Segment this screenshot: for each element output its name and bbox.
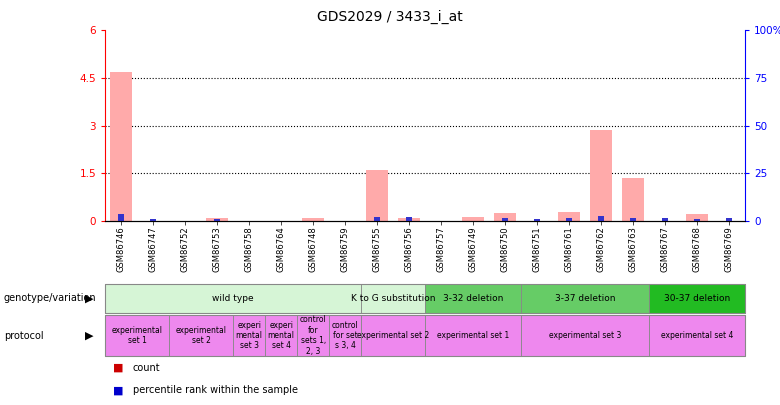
Text: control
for set
s 3, 4: control for set s 3, 4 [332, 321, 359, 350]
Text: experimental set 2: experimental set 2 [357, 331, 429, 340]
Text: ▶: ▶ [86, 330, 94, 341]
Bar [398, 218, 420, 221]
Bar [590, 130, 612, 221]
Text: GDS2029 / 3433_i_at: GDS2029 / 3433_i_at [317, 10, 463, 24]
Bar [110, 72, 133, 221]
Bar [502, 218, 508, 221]
Bar [622, 178, 644, 221]
Text: K to G substitution: K to G substitution [351, 294, 435, 303]
Text: experimental set 1: experimental set 1 [437, 331, 509, 340]
Bar [462, 217, 484, 221]
Text: experimental set 3: experimental set 3 [549, 331, 621, 340]
Bar [726, 218, 732, 221]
Bar [534, 219, 540, 221]
Text: control
for
sets 1,
2, 3: control for sets 1, 2, 3 [300, 315, 327, 356]
Bar [662, 218, 668, 221]
Text: experi
mental
set 4: experi mental set 4 [268, 321, 295, 350]
Text: count: count [133, 363, 160, 373]
Bar [558, 212, 580, 221]
Text: experi
mental
set 3: experi mental set 3 [236, 321, 263, 350]
Bar [302, 217, 324, 221]
Bar [151, 219, 156, 221]
Bar [374, 217, 380, 221]
Text: ▶: ▶ [86, 294, 94, 303]
Bar [686, 214, 708, 221]
Bar [119, 214, 124, 221]
Text: percentile rank within the sample: percentile rank within the sample [133, 385, 298, 395]
Bar [494, 213, 516, 221]
Text: 3-37 deletion: 3-37 deletion [555, 294, 615, 303]
Text: experimental set 4: experimental set 4 [661, 331, 733, 340]
Text: genotype/variation: genotype/variation [4, 294, 97, 303]
Text: ■: ■ [113, 363, 123, 373]
Text: 3-32 deletion: 3-32 deletion [443, 294, 503, 303]
Text: experimental
set 1: experimental set 1 [112, 326, 163, 345]
Text: wild type: wild type [212, 294, 254, 303]
Bar [598, 216, 604, 221]
Text: experimental
set 2: experimental set 2 [176, 326, 227, 345]
Bar [694, 220, 700, 221]
Bar [566, 218, 572, 221]
Bar [366, 170, 388, 221]
Bar [630, 218, 636, 221]
Text: 30-37 deletion: 30-37 deletion [664, 294, 730, 303]
Bar [206, 218, 229, 221]
Bar [406, 217, 412, 221]
Bar [215, 219, 220, 221]
Text: ■: ■ [113, 385, 123, 395]
Text: protocol: protocol [4, 330, 44, 341]
